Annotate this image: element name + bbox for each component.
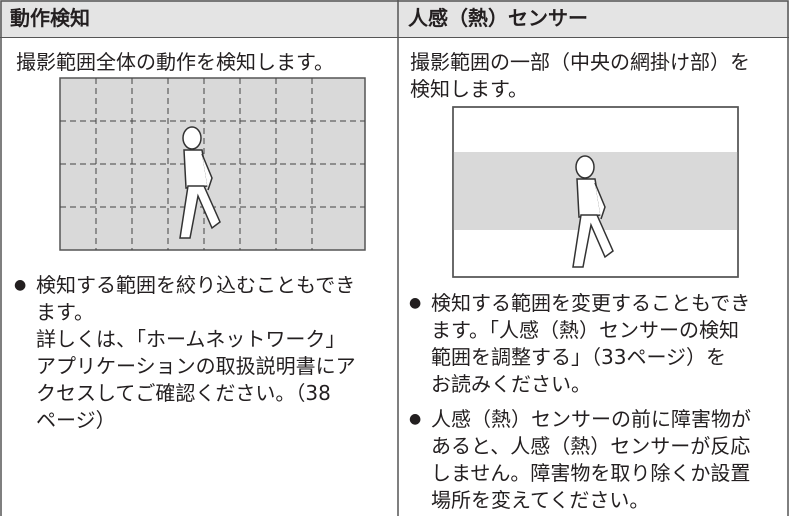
bullet-line: しません。障害物を取り除くか設置 [431,461,751,485]
bullet-line: 場所を変えてください。 [431,488,650,512]
intro-line: 撮影範囲の一部（中央の網掛け部）を [410,50,750,74]
bullet: ● [409,411,422,427]
bullet-line: 検知する範囲を変更することもでき [431,291,751,315]
bullet-line: アプリケーションの取扱説明書にア [36,354,356,378]
bullet-line: お読みください。 [431,372,591,396]
bullet: ● [14,277,27,293]
bullet-line: 人感（熱）センサーの前に障害物が [431,407,751,431]
bullet-line: あると、人感（熱）センサーが反応 [431,434,751,458]
header-cell: 動作検知 [0,0,398,38]
intro-line: 検知します。 [410,77,528,101]
bullet-line: 詳しくは、「ホームネットワーク」 [36,327,346,351]
right-figure [452,106,739,278]
bullet-line: 検知する範囲を絞り込むこともでき [36,273,356,297]
bullet: ● [409,295,422,311]
bullet-line: 範囲を調整する」（33ページ）を [431,345,727,369]
left-figure [59,77,366,251]
header-cell: 人感（熱）センサー [398,0,789,38]
intro-line: 撮影範囲全体の動作を検知します。 [16,50,334,74]
bullet-line: クセスしてご確認ください。（38 [36,381,331,405]
bullet-line: ます。 [36,300,94,324]
bullet-line: ます。「人感（熱）センサーの検知 [431,318,739,342]
bullet-line: ページ） [36,408,116,432]
